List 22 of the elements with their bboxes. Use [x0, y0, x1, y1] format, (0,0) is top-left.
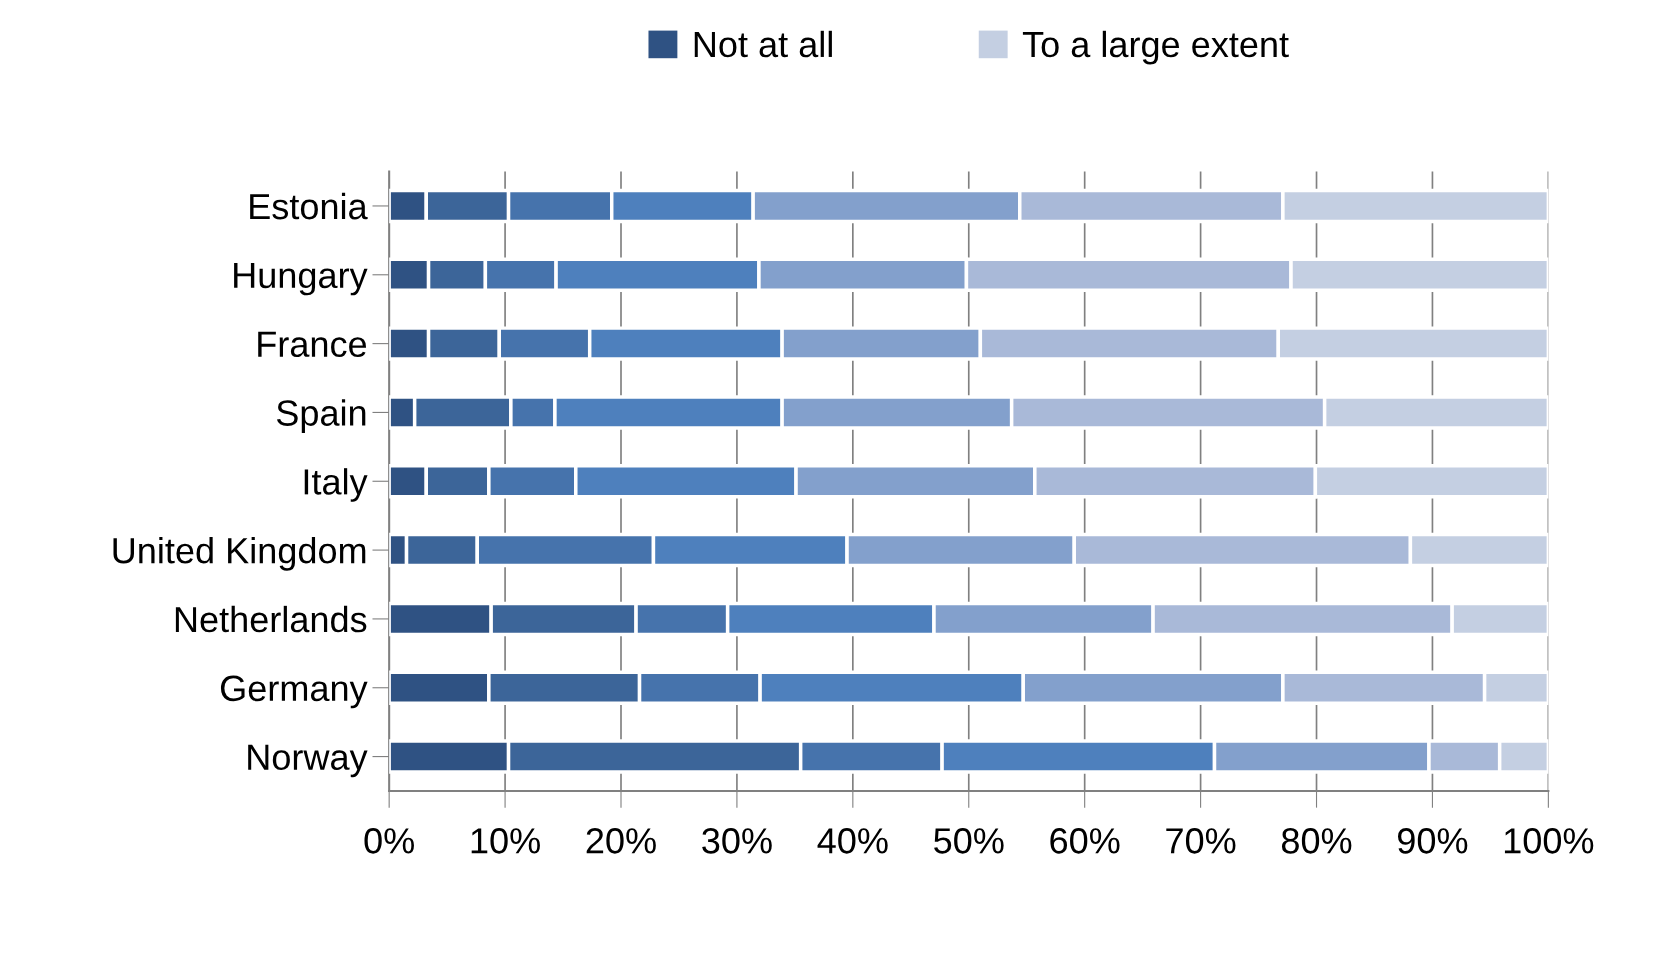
legend-label: Not at all [694, 30, 832, 58]
y-tick-label: Netherlands [175, 605, 367, 633]
x-tick-label: 80% [1281, 828, 1352, 854]
y-tick-label: Estonia [250, 192, 368, 220]
legend-label: To a large extent [1022, 30, 1289, 65]
y-tick-label: Spain [276, 399, 366, 434]
x-tick-label: 60% [1050, 828, 1120, 854]
x-tick-label: 30% [702, 828, 772, 854]
x-tick-label: 40% [817, 828, 888, 854]
y-tick-label: Germany [220, 675, 368, 709]
x-tick-label: 50% [934, 828, 1004, 854]
x-tick-label: 10% [471, 828, 540, 854]
x-tick-label: 90% [1398, 828, 1468, 854]
x-tick-label: 70% [1166, 828, 1236, 854]
y-tick-label: France [258, 331, 367, 358]
x-tick-label: 0% [364, 828, 414, 854]
y-tick-label: Italy [304, 468, 368, 502]
y-tick-label: United Kingdom [113, 537, 366, 571]
y-tick-label: Norway [248, 744, 368, 778]
x-tick-label: 100% [1504, 828, 1594, 854]
x-tick-label: 20% [586, 828, 656, 854]
y-tick-label: Hungary [234, 263, 368, 296]
